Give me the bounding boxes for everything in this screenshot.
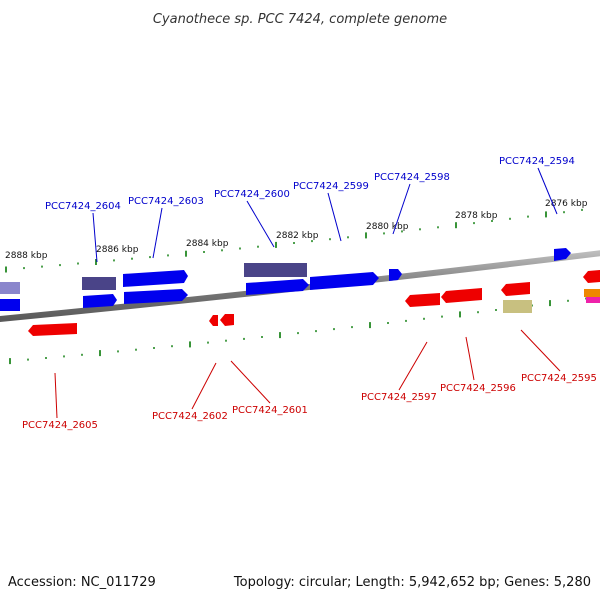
gene-forward[interactable] [246, 279, 309, 295]
gene-label-reverse[interactable]: PCC7424_2596 [440, 383, 516, 394]
leader-line [327, 192, 342, 242]
gene-other[interactable] [584, 289, 600, 297]
forward-genes [0, 248, 571, 311]
reverse-gene-labels: PCC7424_2605 PCC7424_2602 PCC7424_2601 P… [22, 329, 597, 431]
gene-forward[interactable] [82, 277, 116, 290]
scale-label: 2882 kbp [276, 231, 319, 241]
gene-label-forward[interactable]: PCC7424_2594 [499, 156, 575, 167]
gene-label-forward[interactable]: PCC7424_2598 [374, 172, 450, 183]
gene-label-reverse[interactable]: PCC7424_2595 [521, 373, 597, 384]
scale-label: 2878 kbp [455, 211, 498, 221]
gene-other[interactable] [586, 297, 600, 303]
gene-forward[interactable] [0, 299, 20, 311]
gene-reverse[interactable] [405, 293, 440, 307]
leader-line [92, 212, 98, 263]
leader-line [398, 341, 428, 391]
gene-label-reverse[interactable]: PCC7424_2601 [232, 405, 308, 416]
gene-label-reverse[interactable]: PCC7424_2597 [361, 392, 437, 403]
map-title: Cyanothece sp. PCC 7424, complete genome [153, 12, 447, 27]
gene-forward[interactable] [83, 294, 117, 308]
forward-gene-labels: PCC7424_2604 PCC7424_2603 PCC7424_2600 P… [45, 156, 575, 263]
leader-line [230, 360, 271, 404]
leader-line [392, 183, 411, 235]
gene-label-reverse[interactable]: PCC7424_2605 [22, 420, 98, 431]
gene-label-forward[interactable]: PCC7424_2604 [45, 201, 121, 212]
leader-line [246, 200, 275, 248]
scale-label: 2884 kbp [186, 239, 229, 249]
gene-forward[interactable] [244, 263, 307, 277]
gene-reverse[interactable] [583, 270, 600, 283]
gene-forward[interactable] [310, 272, 379, 290]
gene-forward[interactable] [0, 282, 20, 294]
gene-label-reverse[interactable]: PCC7424_2602 [152, 411, 228, 422]
scale-label: 2880 kbp [366, 222, 409, 232]
scale-label: 2876 kbp [545, 199, 588, 209]
gene-reverse[interactable] [501, 282, 530, 296]
tick-row-forward [5, 208, 583, 273]
tick-row-reverse [9, 297, 587, 365]
gene-forward[interactable] [124, 289, 188, 304]
leader-line [54, 372, 58, 419]
gene-reverse[interactable] [28, 323, 77, 336]
gene-reverse[interactable] [441, 288, 482, 303]
gene-forward[interactable] [123, 270, 188, 287]
gene-reverse[interactable] [220, 314, 234, 326]
leader-line [537, 167, 558, 215]
leader-line [465, 336, 475, 381]
gene-other[interactable] [503, 300, 532, 313]
genome-summary-text: Topology: circular; Length: 5,942,652 bp… [233, 575, 591, 590]
reverse-genes [28, 270, 600, 336]
scale-label: 2886 kbp [96, 245, 139, 255]
gene-forward[interactable] [554, 248, 571, 261]
gene-label-forward[interactable]: PCC7424_2600 [214, 189, 290, 200]
scale-labels: 2888 kbp 2886 kbp 2884 kbp 2882 kbp 2880… [5, 199, 588, 261]
gene-reverse[interactable] [209, 315, 218, 326]
accession-text: Accession: NC_011729 [8, 575, 156, 590]
scale-label: 2888 kbp [5, 251, 48, 261]
gene-label-forward[interactable]: PCC7424_2603 [128, 196, 204, 207]
gene-forward[interactable] [389, 269, 402, 281]
gene-label-forward[interactable]: PCC7424_2599 [293, 181, 369, 192]
leader-line [152, 207, 163, 259]
leader-line [520, 329, 561, 372]
leader-line [191, 362, 217, 410]
